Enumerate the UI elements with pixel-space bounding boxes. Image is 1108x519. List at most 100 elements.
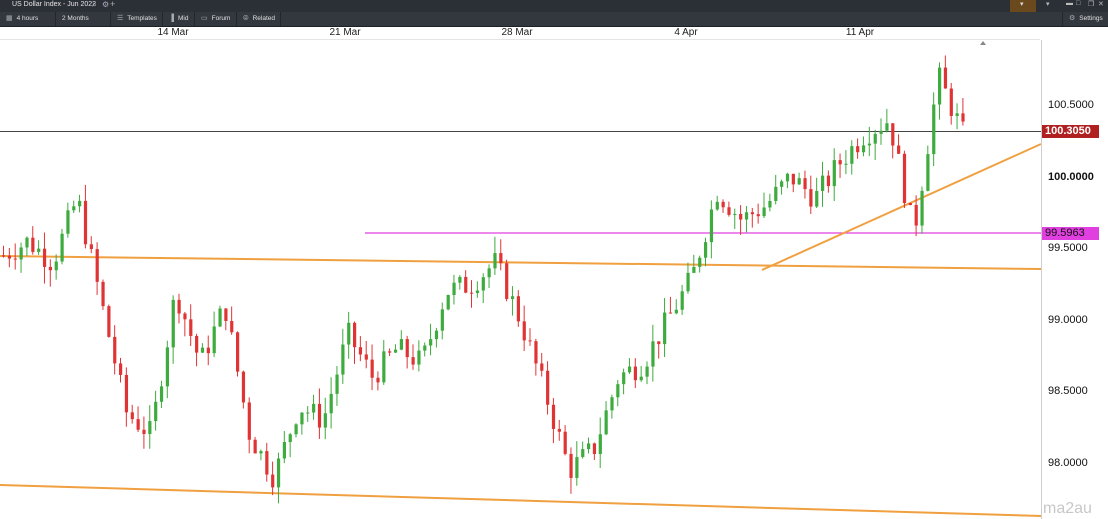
minimize-icon[interactable]: ▬	[1066, 0, 1073, 7]
account-box[interactable]: ▾	[1010, 0, 1036, 12]
channel-upper-trendline[interactable]	[0, 255, 1042, 270]
candle-body[interactable]	[423, 345, 427, 351]
candle-body[interactable]	[2, 255, 6, 257]
candle-body[interactable]	[826, 175, 831, 187]
candle-body[interactable]	[259, 451, 263, 454]
candle-body[interactable]	[657, 341, 661, 345]
candle-body[interactable]	[165, 347, 169, 387]
candle-body[interactable]	[405, 339, 409, 358]
candle-body[interactable]	[241, 371, 246, 403]
candle-body[interactable]	[516, 296, 520, 322]
candle-body[interactable]	[317, 403, 322, 428]
candle-body[interactable]	[493, 253, 497, 269]
candle-body[interactable]	[704, 242, 708, 258]
candle-body[interactable]	[470, 292, 474, 294]
candle-body[interactable]	[183, 313, 187, 320]
timeframe-selector[interactable]: ▦ 4 hours	[0, 12, 56, 26]
candle-body[interactable]	[452, 282, 456, 296]
candle-body[interactable]	[528, 340, 532, 342]
candle-body[interactable]	[440, 309, 444, 331]
candle-body[interactable]	[581, 449, 585, 458]
candle-body[interactable]	[282, 442, 286, 459]
candle-body[interactable]	[458, 276, 462, 283]
candle-body[interactable]	[399, 339, 403, 350]
candle-body[interactable]	[364, 354, 368, 360]
candle-body[interactable]	[721, 201, 725, 208]
candle-body[interactable]	[598, 434, 602, 454]
candle-body[interactable]	[698, 257, 702, 267]
chevron-down-icon[interactable]: ▾	[1046, 1, 1050, 8]
candle-body[interactable]	[306, 412, 310, 414]
candle-body[interactable]	[774, 186, 778, 201]
candle-body[interactable]	[715, 201, 719, 210]
candle-body[interactable]	[499, 253, 503, 264]
candle-body[interactable]	[247, 402, 251, 440]
candle-body[interactable]	[505, 263, 509, 300]
range-selector[interactable]: 2 Months	[56, 12, 111, 26]
candle-body[interactable]	[955, 113, 959, 116]
candle-body[interactable]	[353, 322, 357, 348]
candle-body[interactable]	[481, 277, 485, 291]
candle-body[interactable]	[236, 332, 240, 372]
candle-body[interactable]	[668, 312, 673, 314]
candle-body[interactable]	[48, 266, 52, 271]
candle-body[interactable]	[908, 202, 912, 205]
candle-body[interactable]	[651, 341, 655, 367]
candle-body[interactable]	[756, 214, 760, 217]
candle-body[interactable]	[791, 173, 795, 185]
candle-body[interactable]	[674, 309, 678, 314]
candle-body[interactable]	[72, 206, 76, 211]
templates-button[interactable]: ☰ Templates	[111, 12, 163, 26]
candle-body[interactable]	[645, 366, 649, 377]
candle-body[interactable]	[294, 424, 298, 435]
scroll-marker-icon[interactable]	[980, 41, 986, 45]
candle-body[interactable]	[335, 374, 339, 394]
candle-body[interactable]	[563, 431, 567, 454]
candle-body[interactable]	[393, 349, 398, 353]
candle-body[interactable]	[733, 213, 737, 215]
candle-body[interactable]	[329, 393, 333, 414]
candle-body[interactable]	[522, 321, 526, 341]
candle-body[interactable]	[417, 350, 421, 365]
candle-body[interactable]	[60, 233, 64, 262]
candle-body[interactable]	[159, 386, 164, 402]
candle-body[interactable]	[434, 330, 439, 340]
candle-body[interactable]	[592, 443, 597, 454]
candle-body[interactable]	[253, 439, 257, 454]
candle-body[interactable]	[347, 322, 351, 345]
candle-body[interactable]	[464, 276, 468, 293]
candle-body[interactable]	[230, 320, 234, 333]
candle-body[interactable]	[189, 319, 193, 336]
candle-body[interactable]	[850, 146, 854, 164]
candle-body[interactable]	[323, 413, 327, 428]
candle-body[interactable]	[265, 451, 269, 475]
related-button[interactable]: ⦾ Related	[237, 12, 281, 26]
candle-body[interactable]	[154, 401, 158, 422]
candle-body[interactable]	[89, 244, 93, 250]
candle-body[interactable]	[926, 154, 930, 191]
candle-body[interactable]	[739, 213, 743, 220]
candle-body[interactable]	[633, 366, 637, 381]
candle-body[interactable]	[288, 434, 292, 443]
candle-body[interactable]	[388, 351, 392, 353]
candle-body[interactable]	[148, 421, 152, 434]
candle-body[interactable]	[686, 272, 690, 292]
candle-body[interactable]	[300, 412, 304, 425]
candle-body[interactable]	[750, 212, 754, 215]
candle-body[interactable]	[195, 335, 199, 353]
candle-body[interactable]	[540, 363, 544, 371]
candle-body[interactable]	[809, 189, 813, 207]
candle-body[interactable]	[446, 295, 450, 310]
candle-body[interactable]	[13, 258, 17, 260]
candle-body[interactable]	[932, 104, 936, 155]
candle-body[interactable]	[429, 339, 433, 346]
candle-body[interactable]	[616, 384, 620, 398]
candle-body[interactable]	[171, 299, 175, 348]
candle-body[interactable]	[604, 410, 608, 435]
candle-body[interactable]	[7, 255, 12, 259]
candle-body[interactable]	[54, 261, 58, 271]
candle-body[interactable]	[785, 173, 790, 182]
candle-body[interactable]	[83, 200, 88, 245]
candle-body[interactable]	[943, 67, 948, 89]
settings-button[interactable]: ⚙ Settings	[1062, 12, 1108, 26]
